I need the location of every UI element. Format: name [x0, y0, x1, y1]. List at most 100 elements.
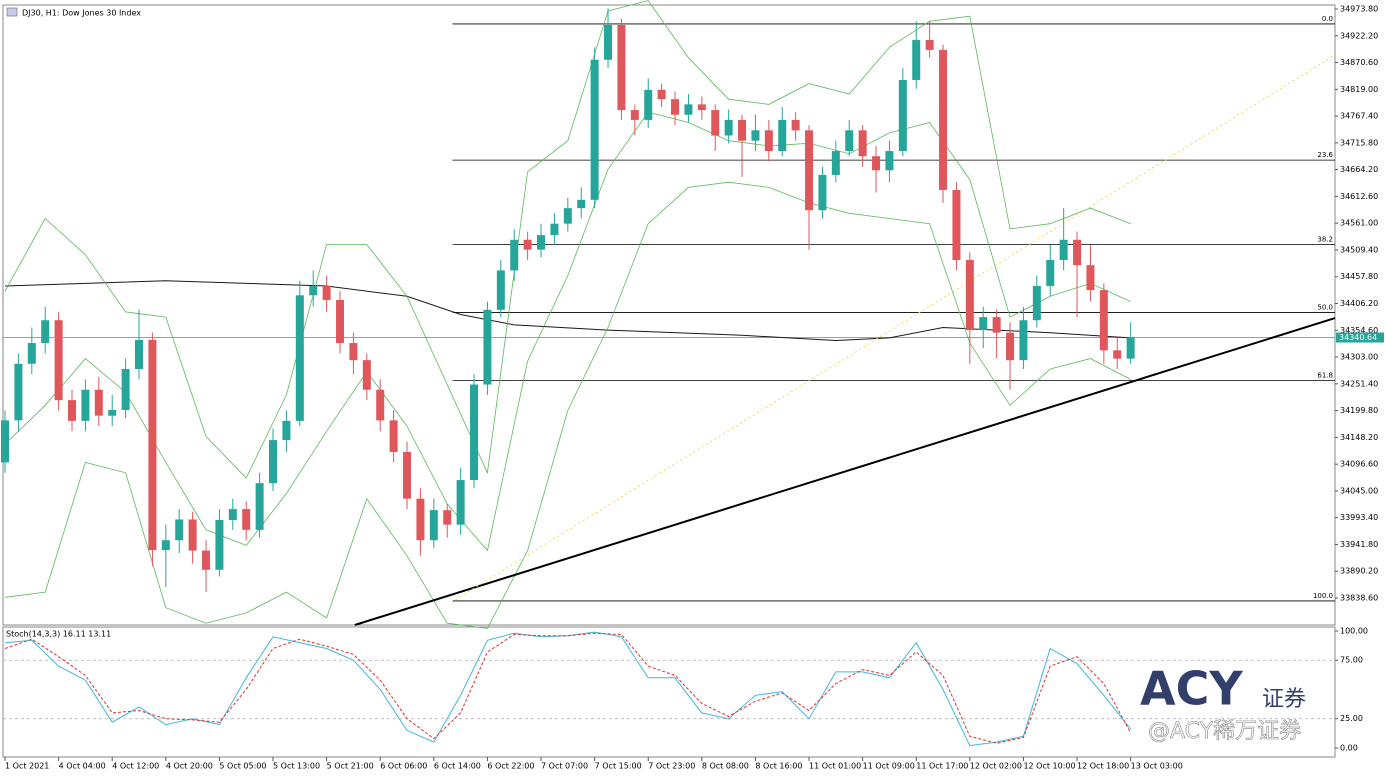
fib-label: 50.0 — [1317, 303, 1333, 311]
candle-body — [805, 130, 814, 211]
logo: ACY — [1140, 662, 1243, 716]
candle-body — [1086, 265, 1095, 291]
x-tick-label: 8 Oct 08:00 — [702, 762, 749, 771]
candle-body — [630, 110, 639, 120]
x-tick-label: 5 Oct 05:00 — [219, 762, 266, 771]
last-price-box — [1336, 332, 1384, 343]
candle-body — [537, 235, 546, 250]
y-tick-label: 25.00 — [1340, 714, 1363, 723]
candle-body — [604, 24, 613, 60]
candle-body — [872, 156, 881, 171]
candle-body — [456, 480, 465, 525]
candle-body — [322, 285, 331, 300]
candle-body — [577, 199, 586, 209]
candle-body — [1006, 332, 1015, 361]
y-tick-label: 34973.80 — [1340, 4, 1378, 13]
candle-body — [510, 239, 519, 271]
candle-body — [27, 343, 36, 364]
y-tick-label: 34819.00 — [1340, 85, 1378, 94]
candle-body — [282, 420, 291, 441]
y-tick-label: 75.00 — [1340, 656, 1363, 665]
candle-body — [242, 509, 251, 530]
y-tick-label: 34045.00 — [1340, 486, 1378, 495]
watermark: ACY 证券 @ACY稀万证券 — [1140, 662, 1306, 745]
overlay-line — [4, 181, 1131, 629]
x-tick-label: 12 Oct 18:00 — [1077, 762, 1129, 771]
y-tick-label: 34406.20 — [1340, 299, 1378, 308]
candle-body — [925, 40, 934, 50]
candle-body — [1046, 260, 1055, 286]
candle-body — [751, 130, 760, 141]
y-tick-label: 34509.40 — [1340, 245, 1378, 254]
y-tick-label: 34354.60 — [1340, 326, 1378, 335]
candle-body — [657, 89, 666, 100]
candle-body — [590, 59, 599, 200]
overlay-line — [354, 317, 1336, 626]
candle-body — [362, 360, 371, 390]
candle-body — [81, 389, 90, 421]
candle-body — [215, 519, 224, 570]
candle-body — [108, 409, 117, 416]
candle-body — [885, 151, 894, 171]
candle-body — [523, 239, 532, 250]
y-tick-label: 34664.20 — [1340, 165, 1378, 174]
y-tick-label: 0.00 — [1340, 743, 1358, 752]
chart-title: DJ30, H1: Dow Jones 30 Index — [22, 9, 141, 18]
candle-body — [255, 483, 264, 530]
x-tick-label: 5 Oct 21:00 — [327, 762, 374, 771]
x-tick-label: 11 Oct 09:00 — [863, 762, 915, 771]
y-tick-label: 34612.60 — [1340, 192, 1378, 201]
main-pane-border — [2, 4, 1336, 626]
x-tick-label: 6 Oct 22:00 — [487, 762, 534, 771]
candle-body — [671, 99, 680, 115]
x-tick-label: 7 Oct 15:00 — [595, 762, 642, 771]
fib-label: 0.0 — [1322, 15, 1333, 23]
candle-body — [349, 343, 358, 361]
fib-label: 61.8 — [1317, 372, 1333, 380]
candle-body — [175, 519, 184, 541]
candle-body — [1099, 290, 1108, 351]
candle-body — [483, 309, 492, 385]
candle-body — [148, 339, 157, 551]
candle-body — [470, 384, 479, 481]
candle-body — [563, 208, 572, 224]
y-tick-label: 33993.40 — [1340, 513, 1378, 522]
candle-body — [68, 400, 77, 421]
x-tick-label: 4 Oct 04:00 — [59, 762, 106, 771]
stoch-pane-border — [2, 626, 1336, 758]
y-tick-label: 34870.60 — [1340, 58, 1378, 67]
candle-body — [550, 223, 559, 236]
y-tick-label: 34303.00 — [1340, 353, 1378, 362]
y-tick-label: 33890.20 — [1340, 567, 1378, 576]
x-tick-label: 6 Oct 14:00 — [434, 762, 481, 771]
x-tick-label: 5 Oct 13:00 — [273, 762, 320, 771]
candle-body — [1059, 239, 1068, 261]
stoch-line — [4, 632, 1132, 744]
x-tick-label: 1 Oct 2021 — [5, 762, 49, 771]
candle-body — [898, 79, 907, 152]
candle-body — [429, 510, 438, 541]
y-tick-label: 34922.20 — [1340, 31, 1378, 40]
candle-body — [711, 110, 720, 136]
x-tick-label: 7 Oct 23:00 — [648, 762, 695, 771]
candle-body — [979, 317, 988, 331]
fib-label: 38.2 — [1317, 235, 1333, 243]
candle-body — [135, 339, 144, 369]
candle-body — [697, 104, 706, 111]
overlay-line — [4, 0, 1131, 479]
candle-body — [41, 320, 50, 344]
candle-body — [724, 119, 733, 136]
candle-body — [1019, 320, 1028, 361]
candle-body — [376, 389, 385, 421]
candle-body — [416, 498, 425, 541]
candle-body — [965, 260, 974, 331]
candle-body — [295, 295, 304, 421]
candle-body — [831, 151, 840, 175]
candle-body — [764, 130, 773, 152]
candle-body — [403, 452, 412, 499]
candle-body — [1032, 285, 1041, 321]
candle-body — [791, 119, 800, 131]
candle-body — [269, 440, 278, 484]
x-tick-label: 8 Oct 16:00 — [755, 762, 802, 771]
